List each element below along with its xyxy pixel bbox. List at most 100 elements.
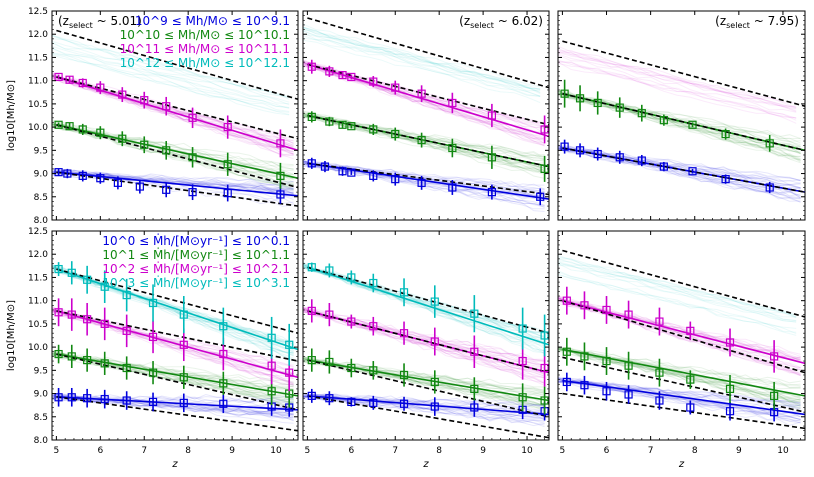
point-marker (430, 297, 439, 306)
data-point-magenta (54, 72, 63, 82)
point-marker (285, 368, 294, 377)
point-marker (347, 122, 356, 131)
data-point-blue (602, 381, 611, 401)
point-marker (83, 275, 92, 284)
track-line (303, 359, 545, 408)
track-line (52, 124, 294, 171)
point-marker (188, 113, 197, 122)
axes-frame (557, 10, 806, 221)
data-point-green (140, 136, 149, 154)
data-point-blue (399, 396, 409, 411)
track-line (303, 393, 545, 421)
data-point-magenta (122, 314, 131, 348)
point-marker (179, 340, 188, 349)
track-line (52, 125, 294, 188)
x-tick-label: 7 (392, 446, 398, 456)
y-tick-label: 8.5 (34, 413, 48, 423)
point-marker (518, 324, 527, 333)
track-line (303, 33, 541, 97)
data-point-green (148, 361, 158, 385)
axes-frame (302, 230, 550, 441)
data-point-cyan (148, 284, 158, 322)
point-marker (470, 403, 479, 412)
point-marker (602, 356, 611, 366)
data-point-magenta (770, 340, 779, 373)
track-line (303, 265, 545, 354)
y-tick-label: 8.0 (34, 436, 49, 446)
point-marker (307, 62, 316, 71)
data-point-magenta (118, 87, 127, 103)
x-tick-label: 9 (229, 446, 235, 456)
track-line (558, 378, 801, 421)
dashed-model-line (56, 268, 298, 334)
point-marker (369, 125, 378, 134)
point-marker (122, 363, 131, 373)
data-point-magenta (325, 65, 334, 77)
data-point-green (487, 145, 496, 169)
data-point-magenta (162, 96, 171, 116)
point-marker (580, 381, 589, 390)
track-line (558, 260, 797, 319)
track-line (558, 47, 797, 107)
point-marker (540, 396, 549, 405)
data-point-blue (765, 181, 774, 194)
track-line (52, 264, 294, 351)
dashed-model-line (562, 147, 805, 193)
point-marker (391, 83, 400, 92)
point-marker (391, 129, 400, 139)
point-marker (96, 174, 105, 183)
track-line (303, 29, 541, 90)
track-line (52, 263, 294, 356)
track-line (558, 49, 797, 112)
track-line (303, 393, 545, 428)
track-line (52, 393, 294, 401)
plot-area (52, 29, 298, 207)
track-line (558, 51, 797, 108)
data-point-cyan (518, 307, 527, 350)
data-point-magenta (54, 298, 63, 327)
track-line (303, 32, 541, 97)
point-marker (54, 349, 63, 359)
track-line (52, 54, 290, 115)
track-line (52, 309, 294, 368)
point-marker (688, 167, 697, 176)
data-point-cyan (325, 263, 334, 278)
track-line (303, 394, 545, 418)
fit-line-blue (56, 396, 298, 411)
data-point-magenta (338, 70, 347, 80)
track-line (52, 71, 294, 152)
point-marker (686, 326, 695, 335)
z-select-annotation: (zselect ~ 6.02) (459, 14, 543, 30)
point-marker (148, 298, 158, 308)
point-marker (540, 363, 549, 373)
track-line (303, 358, 545, 394)
point-marker (54, 168, 63, 177)
dashed-model-line (307, 114, 549, 168)
point-marker (307, 263, 316, 272)
track-line (558, 379, 801, 404)
track-line (303, 65, 545, 146)
data-point-green (391, 127, 400, 141)
track-line (52, 123, 294, 190)
track-line (52, 355, 294, 406)
point-marker (347, 168, 356, 177)
data-point-green (65, 122, 74, 131)
track-line (52, 305, 294, 377)
data-point-blue (487, 184, 496, 200)
point-marker (369, 171, 378, 180)
point-marker (347, 363, 356, 373)
track-line (558, 54, 797, 113)
x-tick-label: 8 (692, 446, 698, 456)
track-line (558, 299, 801, 375)
data-point-blue (637, 154, 646, 167)
track-line (303, 39, 541, 104)
track-line (303, 357, 545, 402)
data-point-blue (162, 182, 171, 198)
point-marker (347, 317, 356, 326)
data-point-green (417, 132, 426, 148)
track-line (303, 261, 545, 355)
data-point-green (54, 344, 63, 364)
x-tick-label: 7 (648, 446, 654, 456)
track-line (52, 42, 290, 106)
